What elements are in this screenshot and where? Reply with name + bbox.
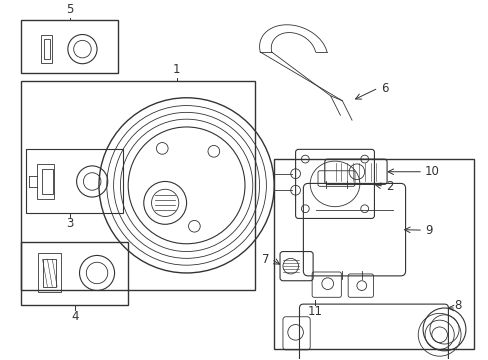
Bar [41, 169, 53, 194]
Text: 11: 11 [307, 305, 322, 318]
Bar [44, 39, 50, 59]
Bar [37, 164, 54, 199]
Text: 5: 5 [66, 3, 73, 16]
Text: 3: 3 [66, 217, 73, 230]
Bar [21, 20, 118, 73]
Text: 8: 8 [453, 298, 461, 312]
Text: 10: 10 [424, 165, 439, 178]
Bar [38, 253, 61, 292]
Text: 9: 9 [424, 224, 432, 237]
Text: 2: 2 [386, 180, 393, 193]
Text: 4: 4 [71, 310, 78, 323]
Bar [21, 81, 254, 291]
Bar [274, 159, 473, 349]
Bar [41, 36, 52, 63]
Bar [42, 259, 56, 287]
Text: 1: 1 [173, 63, 180, 76]
Text: 7: 7 [261, 253, 269, 266]
Bar [21, 242, 128, 305]
Text: 6: 6 [381, 81, 388, 95]
Bar [26, 149, 123, 213]
